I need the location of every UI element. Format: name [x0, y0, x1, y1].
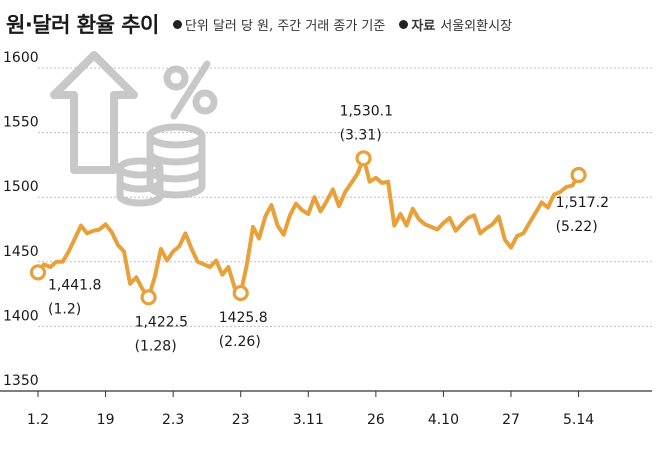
- y-tick-label: 1550: [3, 115, 39, 131]
- x-tick-label: 27: [502, 412, 520, 428]
- x-tick-label: 2.3: [162, 412, 184, 428]
- unit-note: 단위 달러 당 원, 주간 거래 종가 기준: [172, 15, 386, 34]
- coin-stack-icon: [116, 123, 206, 207]
- up-arrow-icon: [50, 51, 138, 174]
- marker-change-label: (3.31): [340, 127, 382, 143]
- x-tick-label: 5.14: [563, 412, 594, 428]
- marker-point: [140, 289, 157, 306]
- x-tick-label: 19: [97, 412, 115, 428]
- marker-change-label: (1.2): [48, 301, 81, 317]
- chart-header: 원·달러 환율 추이 단위 달러 당 원, 주간 거래 종가 기준 자료 서울외…: [6, 8, 526, 40]
- marker-value-label: 1,441.8: [48, 277, 101, 293]
- y-tick-label: 1450: [3, 244, 39, 260]
- bullet-icon: [172, 19, 182, 29]
- y-tick-label: 1500: [3, 179, 39, 195]
- marker-value-label: 1,530.1: [340, 103, 393, 119]
- rate-line: [36, 156, 581, 300]
- marker-point: [29, 264, 47, 281]
- currency-illustration: [50, 51, 218, 207]
- x-axis: 1.2 19 2.3 23 3.11 26 4.10 27 5.14: [27, 391, 594, 428]
- marker-value-label: 1,422.5: [135, 314, 188, 330]
- x-tick-label: 26: [367, 412, 385, 428]
- marker-change-label: (5.22): [556, 219, 598, 235]
- y-tick-label: 1400: [3, 308, 39, 324]
- x-tick-label: 23: [232, 412, 250, 428]
- marker-value-label: 1,517.2: [556, 195, 609, 211]
- percent-icon: [163, 60, 218, 120]
- source-note: 자료 서울외환시장: [399, 15, 512, 34]
- y-tick-label: 1350: [3, 373, 39, 389]
- x-tick-label: 3.11: [293, 412, 324, 428]
- y-tick-label: 1600: [3, 50, 39, 66]
- marker-point: [232, 284, 249, 302]
- marker-change-label: (2.26): [219, 334, 261, 350]
- marker-change-label: (1.28): [135, 338, 177, 354]
- x-tick-label: 1.2: [27, 412, 49, 428]
- grid: [0, 67, 652, 392]
- source-value: 서울외환시장: [440, 18, 513, 34]
- y-axis: 1600 1550 1500 1450 1400 1350: [3, 50, 39, 389]
- unit-note-text: 단위 달러 당 원, 주간 거래 종가 기준: [184, 18, 386, 34]
- marker-value-label: 1425.8: [219, 310, 268, 326]
- bullet-icon: [399, 19, 409, 29]
- chart-title: 원·달러 환율 추이: [6, 13, 159, 37]
- marker-point: [355, 150, 372, 167]
- markers: 1,441.8 (1.2) 1,422.5 (1.28) 1425.8 (2.26) 1,5…: [29, 103, 609, 354]
- marker-point: [570, 166, 587, 184]
- x-tick-label: 4.10: [428, 412, 459, 428]
- series: [36, 156, 581, 300]
- source-label: 자료: [411, 18, 436, 34]
